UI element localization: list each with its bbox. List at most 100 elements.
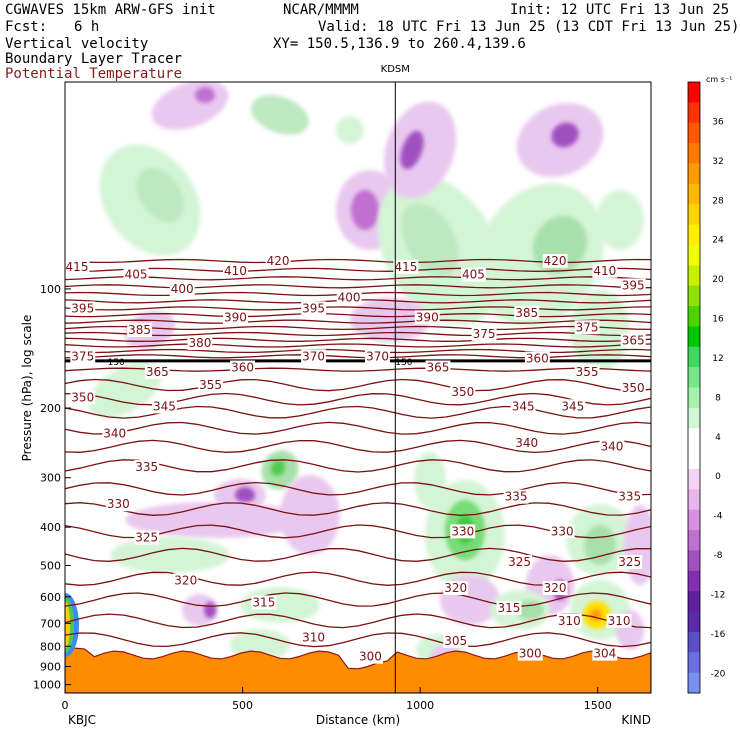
colorbar-swatch [688,570,700,592]
theta-label: 310 [608,614,631,628]
theta-label: 340 [600,439,623,453]
velocity-region [596,190,644,250]
y-tick-label: 500 [40,559,61,572]
field-boundary-layer-tracer: Boundary Layer Tracer [5,51,183,67]
theta-label: 385 [128,323,151,337]
y-tick-label: 200 [40,402,61,415]
theta-label: 350 [622,381,645,395]
colorbar-swatch [688,448,700,470]
colorbar-tick-label: 20 [712,275,724,285]
y-tick-label: 300 [40,472,61,485]
velocity-region [182,594,218,626]
right-endpoint-label: KIND [621,713,651,727]
init-time: Init: 12 UTC Fri 13 Jun 25 [510,2,730,18]
model-title: CGWAVES 15km ARW-GFS init [5,2,216,18]
theta-label: 320 [444,581,467,595]
plot-frame [64,81,652,694]
theta-contour [65,481,651,496]
y-axis-title: Pressure (hPa), log scale [20,315,34,462]
colorbar-swatch [688,611,700,633]
theta-contour [65,421,651,435]
theta-label: 390 [416,310,439,324]
theta-label: 310 [558,614,581,628]
theta-label: 360 [231,361,254,375]
theta-contour [65,348,651,354]
colorbar-swatch [688,82,700,103]
colorbar-swatch [688,163,700,185]
theta-label: 345 [561,399,584,413]
y-tick-label: 700 [40,617,61,630]
velocity-region [88,362,162,418]
colorbar-tick-label: 4 [715,433,721,443]
theta-label: 400 [338,290,361,304]
y-tick-label: 1000 [33,679,61,692]
colorbar-tick-label: 24 [712,236,724,246]
x-tick-label: 500 [232,699,253,712]
tropopause-label: 150 [108,358,125,368]
theta-contour [65,632,651,648]
theta-contour [65,284,651,289]
y-tick-label: 100 [40,283,61,296]
theta-label: 350 [71,390,94,404]
theta-label: 365 [146,365,169,379]
y-tick-label: 400 [40,521,61,534]
theta-label: 340 [103,427,126,441]
colorbar-tick-label: 32 [712,157,723,167]
velocity-region [584,525,616,565]
velocity-region [400,130,424,170]
colorbar-swatch [688,652,700,674]
theta-label: 410 [224,264,247,278]
theta-label: 325 [135,531,158,545]
theta-label: 400 [171,282,194,296]
theta-label: 375 [473,327,496,341]
colorbar-tick-label: -4 [714,512,723,522]
x-tick-label: 1500 [584,699,612,712]
theta-label: 315 [252,595,275,609]
colorbar-swatch [688,407,700,429]
kdsm-label: KDSM [381,64,410,75]
colorbar-swatch [688,183,700,205]
colorbar-tick-label: -20 [711,669,726,679]
theta-label: 310 [302,630,325,644]
velocity-region [516,600,544,620]
y-tick-label: 900 [40,661,61,674]
colorbar-swatch [688,102,700,124]
terrain-surface [65,644,651,693]
colorbar-swatch [688,591,700,613]
field-vertical-velocity: Vertical velocity [5,36,149,52]
theta-label: 405 [462,268,485,282]
velocity-region [110,537,230,573]
theta-label: 320 [174,573,197,587]
theta-contour [65,313,651,318]
colorbar-tick-label: 16 [712,315,724,325]
theta-label: 355 [199,378,222,392]
theta-label: 335 [505,490,528,504]
theta-label: 365 [622,333,645,347]
theta-label: 300 [519,647,542,661]
theta-label: 395 [302,301,325,315]
colorbar-tick-label: 12 [712,354,723,364]
valid-time: Valid: 18 UTC Fri 13 Jun 25 (13 CDT Fri … [318,19,740,35]
theta-label: 325 [618,555,641,569]
terrain [65,593,651,693]
theta-contour [65,267,651,272]
theta-label: 304 [593,647,616,661]
theta-label: 350 [451,385,474,399]
theta-contour [65,547,651,562]
velocity-region [414,452,446,508]
organization: NCAR/MMMM [283,2,359,18]
theta-label: 335 [618,490,641,504]
y-tick-label: 600 [40,591,61,604]
theta-label: 415 [66,260,89,274]
theta-contour [65,354,651,359]
theta-label: 370 [366,349,389,363]
colorbar-swatch [688,285,700,307]
theta-label: 315 [497,601,520,615]
colorbar-swatch [688,468,700,490]
theta-contour [65,331,651,337]
colorbar-swatch [688,428,700,450]
theta-label: 370 [302,349,325,363]
theta-contour [65,502,651,516]
theta-label: 415 [394,260,417,274]
tropopause-label: 150 [395,358,412,368]
